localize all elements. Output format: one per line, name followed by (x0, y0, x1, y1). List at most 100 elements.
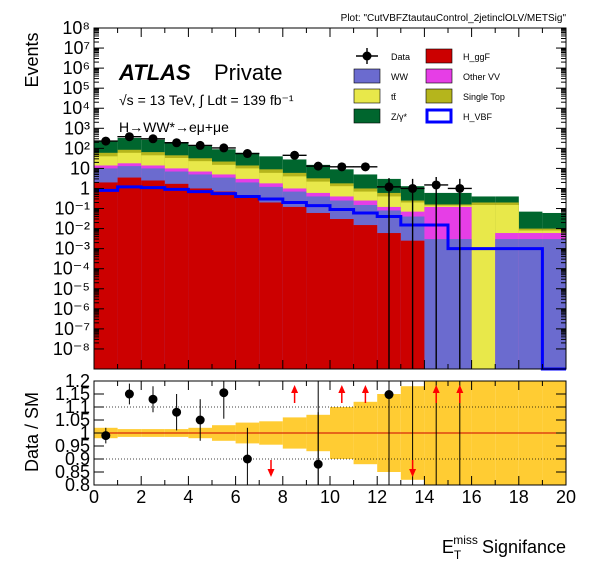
stack-bar-ggF (117, 177, 142, 369)
legend-swatch-Zgamma (353, 108, 381, 124)
ratio-y-tick-label: 0.8 (65, 475, 90, 495)
legend-label-ttbar: tt̄ (391, 92, 397, 102)
x-axis-title-E: E (442, 537, 454, 557)
main-y-tick-label: 10⁻⁵ (53, 279, 90, 299)
ratio-up-arrow-head (338, 385, 346, 393)
legend-label-VBF: H_VBF (463, 112, 493, 122)
atlas-status: Private (214, 60, 282, 85)
stack-bar-ggF (282, 206, 307, 369)
legend-label-ggF: H_ggF (463, 52, 491, 62)
x-axis-title-T: T (454, 548, 462, 562)
legend-swatch-OtherVV (425, 68, 453, 84)
legend-label-Zgamma: Z/γ* (391, 112, 407, 122)
data-point (172, 138, 182, 148)
ratio-x-tick-label: 6 (231, 487, 241, 507)
main-y-tick-label: 10⁶ (63, 58, 90, 78)
process-label: H→WW*→eμ+μe (119, 119, 229, 135)
ratio-axes: 0 2 4 6 8 10 12 14 16 18 200.80.850.90.9511.051.11… (55, 371, 576, 507)
data-point (195, 140, 205, 150)
stack-bar-ggF (353, 225, 378, 369)
main-y-tick-label: 10⁻¹ (54, 199, 90, 219)
stack-bar-WW (518, 239, 543, 369)
ratio-point (124, 389, 134, 399)
legend-data-marker (362, 51, 372, 61)
ratio-x-tick-label: 2 (136, 487, 146, 507)
vbf-step-line (94, 185, 566, 371)
x-axis-title-text: ETmiss Signifance (442, 533, 566, 562)
ratio-y-tick-label: 1 (80, 423, 90, 443)
main-y-tick-label: 10⁻⁸ (53, 339, 90, 359)
data-point (242, 149, 252, 159)
stack-bar-ggF (164, 183, 189, 369)
main-plot: 10⁻⁸10⁻⁷10⁻⁶10⁻⁵10⁻⁴10⁻³10⁻²10⁻¹11010²10… (53, 18, 567, 371)
ratio-down-arrow-head (267, 469, 275, 477)
ratio-y-tick-label: 1.15 (55, 384, 90, 404)
legend: Data H_ggF WW Other VV tt̄ Single Top Z/γ* H_VB… (353, 48, 505, 124)
legend-swatch-SingleTop (425, 88, 453, 104)
main-y-tick-label: 10⁴ (62, 98, 90, 118)
stack-bar-ggF (259, 202, 283, 369)
x-axis-title-rest: Signifance (482, 537, 566, 557)
ratio-point (172, 407, 182, 417)
legend-label-OtherVV: Other VV (463, 72, 500, 82)
ratio-plot: 0 2 4 6 8 10 12 14 16 18 200.80.850.90.9511.051.11… (55, 371, 576, 507)
main-border (93, 27, 567, 370)
ratio-point (384, 390, 394, 400)
ratio-y-tick-label: 1.1 (65, 397, 90, 417)
stack-bar-ggF (330, 219, 354, 369)
ratio-x-tick-label: 12 (367, 487, 387, 507)
data-point (313, 161, 323, 171)
energy-label: √s = 13 TeV, ∫ Ldt = 139 fb⁻¹ (119, 92, 294, 108)
ratio-x-tick-label: 20 (556, 487, 576, 507)
main-y-tick-label: 10³ (64, 118, 90, 138)
data-point (431, 180, 441, 190)
legend-label-SingleTop: Single Top (463, 92, 505, 102)
data-points (93, 132, 472, 369)
ratio-point (101, 431, 111, 441)
ratio-x-tick-label: 18 (509, 487, 529, 507)
ratio-point (148, 394, 158, 404)
stack-bar-WW (495, 239, 519, 369)
legend-label-data: Data (391, 52, 410, 62)
ratio-up-arrow-head (432, 385, 440, 393)
data-point (360, 162, 370, 172)
data-point (408, 183, 418, 193)
ratio-up-arrow-head (361, 385, 369, 393)
main-y-tick-label: 10⁸ (62, 18, 90, 38)
data-point (148, 134, 158, 144)
data-point (337, 162, 347, 172)
y-axis-title: Events (22, 32, 42, 87)
data-point (290, 150, 300, 160)
main-y-tick-label: 10 (70, 158, 90, 178)
ratio-x-tick-label: 8 (278, 487, 288, 507)
ratio-up-arrow-head (291, 385, 299, 393)
data-point (124, 132, 134, 142)
x-axis-title: ETmiss Signifance (442, 533, 566, 562)
main-y-tick-label: 10⁻² (54, 219, 90, 239)
ratio-y-tick-label: 1.05 (55, 410, 90, 430)
ratio-gridlines (94, 406, 566, 460)
stack-bar-ggF (235, 196, 260, 369)
stack-bar-ggF (306, 212, 330, 369)
main-y-tick-label: 10⁷ (63, 38, 90, 58)
data-point (455, 183, 465, 193)
data-point (219, 143, 229, 153)
main-y-tick-label: 10⁻⁷ (54, 319, 90, 339)
ratio-point (219, 388, 229, 398)
ratio-x-tick-label: 14 (414, 487, 434, 507)
legend-label-WW: WW (391, 72, 408, 82)
legend-swatch-ttbar (353, 88, 381, 104)
vbf-line (94, 185, 566, 371)
main-y-tick-label: 10⁵ (63, 78, 90, 98)
ratio-point (313, 459, 323, 469)
ratio-point (242, 454, 252, 464)
stack-bar-ggF (188, 188, 212, 369)
ratio-y-tick-label: 0.85 (55, 462, 90, 482)
ratio-down-arrow-head (409, 469, 417, 477)
stack-bar-WW (542, 239, 566, 369)
ratio-y-tick-label: 0.9 (65, 449, 90, 469)
stack-bar-ttbar (471, 204, 496, 369)
legend-swatch-VBF (425, 108, 453, 124)
main-y-tick-label: 1 (80, 178, 90, 198)
